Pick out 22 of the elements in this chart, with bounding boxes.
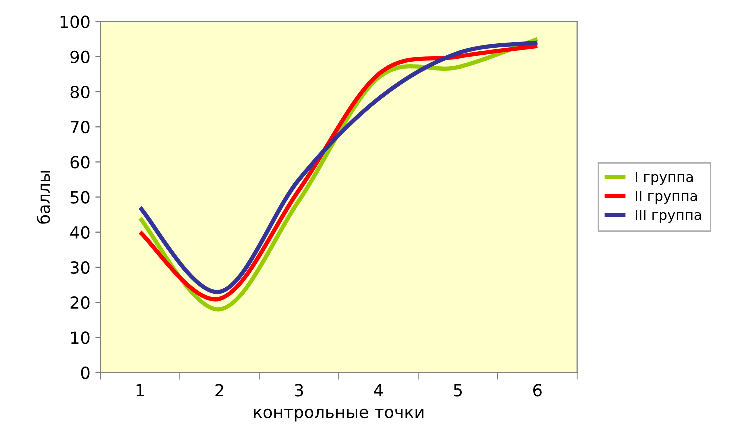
y-tick-label: 70 xyxy=(71,121,90,134)
y-tick-label: 90 xyxy=(70,50,90,64)
y-tick-label: 20 xyxy=(70,296,90,310)
y-axis-title: баллы xyxy=(37,171,50,224)
y-tick-label: 100 xyxy=(60,16,90,28)
x-tick-label: 3 xyxy=(295,384,304,397)
x-tick-label: 6 xyxy=(534,384,542,397)
y-tick-label: 10 xyxy=(71,332,90,344)
x-tick-label: 1 xyxy=(136,384,144,397)
legend-label: I группа xyxy=(636,172,693,186)
x-tick-label: 2 xyxy=(216,384,224,397)
y-tick-label: 60 xyxy=(70,156,90,169)
y-tick-label: 40 xyxy=(70,226,90,239)
x-tick-label: 5 xyxy=(454,384,462,397)
y-tick-label: 50 xyxy=(70,191,90,204)
x-tick-label: 4 xyxy=(374,384,384,397)
x-axis-title: контрольные точки xyxy=(254,408,424,422)
legend-label: III группа xyxy=(636,210,702,224)
y-tick-label: 80 xyxy=(70,86,90,99)
y-tick-label: 0 xyxy=(81,366,90,380)
legend-label: II группа xyxy=(636,190,698,204)
y-tick-label: 30 xyxy=(70,261,90,274)
